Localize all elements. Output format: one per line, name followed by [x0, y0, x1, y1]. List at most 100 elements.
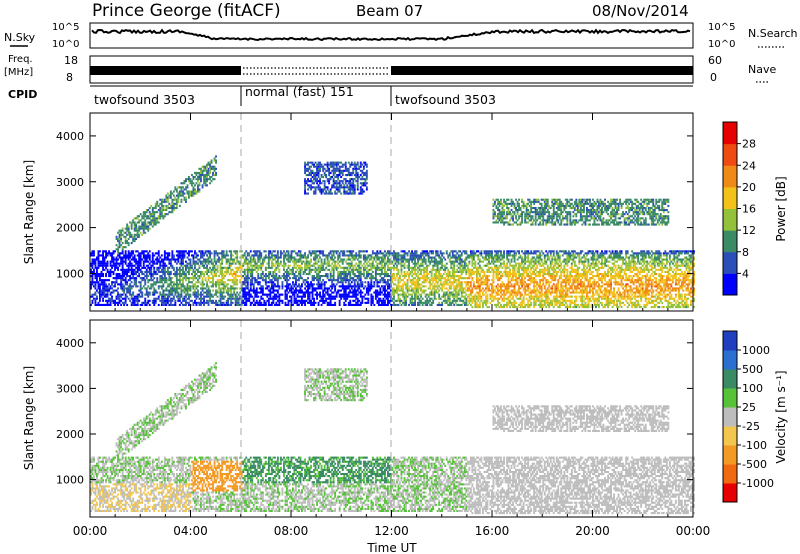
power-cell: [382, 301, 385, 304]
power-cell: [379, 252, 382, 255]
power-cell: [144, 219, 147, 222]
power-cell: [358, 254, 361, 257]
power-cell: [270, 291, 273, 294]
power-cell: [456, 283, 459, 286]
power-cell: [295, 260, 297, 263]
power-cell: [197, 295, 199, 298]
power-cell: [162, 283, 165, 286]
power-cell: [243, 270, 246, 273]
power-cell: [349, 165, 352, 168]
power-cell: [445, 293, 448, 296]
power-cell: [459, 285, 462, 288]
power-cell: [175, 283, 178, 286]
power-cell: [126, 229, 129, 232]
power-cell: [270, 252, 273, 255]
power-cell: [335, 176, 338, 179]
power-cell: [228, 260, 231, 263]
power-cell: [377, 281, 380, 284]
power-cell: [423, 273, 426, 276]
power-cell: [400, 287, 403, 290]
power-cell: [93, 297, 95, 300]
power-cell: [273, 258, 276, 261]
power-cell: [335, 295, 338, 298]
power-cell: [329, 163, 332, 166]
power-cell: [177, 273, 180, 276]
power-cell: [311, 287, 314, 290]
power-cell: [344, 273, 347, 276]
power-cell: [362, 165, 365, 168]
power-cell: [394, 256, 397, 259]
power-cell: [433, 297, 436, 300]
power-cell: [153, 291, 156, 294]
power-cell: [198, 171, 201, 174]
power-cell: [186, 262, 189, 265]
power-cell: [349, 264, 352, 267]
power-cell: [302, 273, 305, 276]
power-cell: [402, 287, 404, 290]
power-cell: [322, 250, 325, 253]
power-cell: [260, 285, 263, 288]
power-cell: [189, 264, 192, 267]
power-cell: [459, 289, 462, 292]
power-cell: [200, 275, 202, 278]
power-cell: [325, 192, 328, 195]
power-cell: [418, 287, 421, 290]
power-cell: [457, 297, 460, 300]
power-cell: [174, 258, 177, 261]
power-cell: [415, 283, 418, 286]
power-cell: [269, 258, 272, 261]
power-cell: [212, 165, 214, 168]
power-cell: [335, 182, 338, 185]
power-cell: [105, 252, 107, 255]
power-cell: [90, 281, 92, 284]
power-cell: [353, 273, 356, 276]
power-cell: [310, 291, 312, 294]
power-cell: [382, 285, 385, 288]
power-cell: [147, 293, 150, 296]
power-cell: [154, 301, 157, 304]
power-cell: [216, 260, 219, 263]
power-cell: [414, 260, 416, 263]
power-cell: [272, 270, 275, 273]
power-cell: [358, 287, 361, 290]
power-cell: [145, 258, 148, 261]
power-cell: [320, 163, 323, 166]
power-cell: [245, 275, 248, 278]
power-cell: [219, 252, 222, 255]
power-cell: [370, 258, 373, 261]
power-cell: [124, 295, 127, 298]
power-cell: [393, 254, 395, 257]
power-cell: [248, 291, 251, 294]
power-cell: [320, 283, 323, 286]
power-cell: [177, 283, 180, 286]
power-cell: [165, 281, 168, 284]
power-cell: [387, 283, 389, 286]
power-cell: [358, 279, 361, 282]
power-cell: [178, 190, 181, 193]
power-cell: [390, 299, 392, 302]
power-cell: [162, 204, 165, 207]
power-cell: [296, 254, 299, 257]
power-cell: [350, 186, 353, 189]
power-cell: [406, 270, 409, 273]
power-cell: [111, 281, 113, 284]
power-cell: [361, 281, 364, 284]
power-cell: [163, 262, 166, 265]
power-cell: [151, 217, 154, 220]
power-cell: [255, 270, 258, 273]
power-cell: [400, 268, 403, 271]
power-cell: [106, 254, 109, 257]
power-cell: [338, 165, 341, 168]
power-cell: [94, 293, 97, 296]
power-cell: [150, 287, 153, 290]
power-cell: [194, 283, 196, 286]
power-cell: [192, 268, 195, 271]
power-cell: [317, 180, 320, 183]
power-cell: [424, 279, 427, 282]
power-cell: [96, 279, 98, 282]
power-cell: [353, 178, 356, 181]
power-cell: [337, 169, 340, 172]
power-cell: [124, 277, 127, 280]
power-cell: [384, 293, 386, 296]
power-cell: [334, 167, 337, 170]
